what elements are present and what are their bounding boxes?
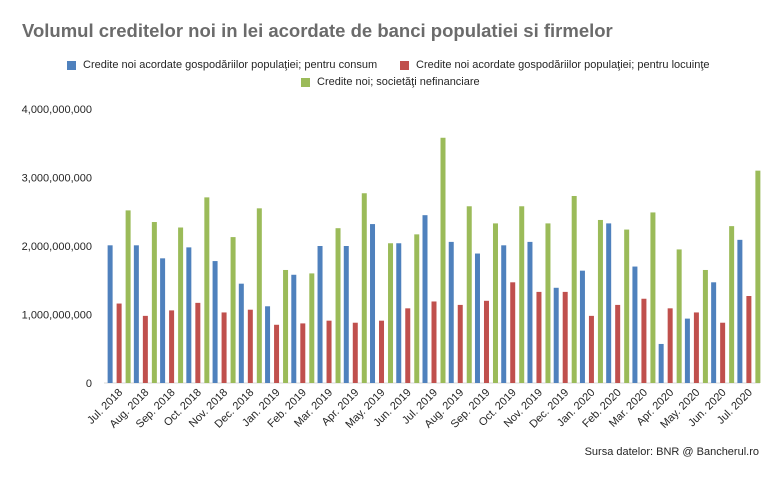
bar-consum (160, 258, 166, 383)
bar-locuinte (562, 291, 568, 383)
bar-consum (238, 283, 244, 383)
bar-locuinte (116, 303, 122, 383)
bar-locuinte (510, 282, 516, 383)
bar-firme (492, 223, 498, 383)
bar-consum (474, 253, 480, 383)
bar-locuinte (457, 304, 463, 383)
bar-consum (133, 245, 139, 383)
bar-locuinte (221, 312, 227, 383)
bar-firme (676, 249, 682, 383)
bar-locuinte (588, 315, 594, 383)
legend-label-consum: Credite noi acordate gospodăriilor popul… (83, 59, 378, 71)
bar-locuinte (483, 300, 489, 383)
legend-item-firme: Credite noi; societăţi nefinanciare (301, 76, 480, 88)
bar-firme (755, 170, 761, 383)
bar-consum (658, 343, 664, 383)
bar-locuinte (379, 320, 385, 383)
bar-firme (650, 212, 656, 383)
bar-consum (579, 270, 585, 383)
bar-firme (466, 206, 472, 383)
bar-locuinte (247, 309, 253, 383)
bar-locuinte (142, 315, 148, 383)
bar-locuinte (169, 310, 175, 383)
source-note: Sursa datelor: BNR @ Bancherul.ro (584, 446, 759, 458)
bar-firme (361, 193, 367, 383)
bar-firme (230, 237, 236, 383)
bar-locuinte (326, 320, 332, 383)
bar-firme (597, 219, 603, 383)
bar-firme (440, 137, 446, 383)
legend-swatch-blue (67, 60, 76, 70)
bar-consum (422, 215, 428, 383)
bar-locuinte (615, 304, 621, 383)
bar-consum (684, 318, 690, 383)
chart-title: Volumul creditelor noi in lei acordate d… (22, 20, 613, 41)
bar-locuinte (352, 322, 358, 383)
bar-firme (204, 197, 210, 383)
bar-firme (256, 208, 262, 383)
legend-item-locuinte: Credite noi acordate gospodăriilor popul… (400, 59, 710, 71)
bar-firme (729, 226, 735, 383)
bar-consum (107, 245, 113, 383)
bar-firme (309, 273, 315, 383)
legend-label-firme: Credite noi; societăţi nefinanciare (317, 76, 480, 88)
legend-swatch-red (400, 60, 409, 70)
bar-firme (335, 228, 341, 383)
bar-consum (711, 282, 717, 383)
bar-firme (125, 210, 131, 383)
y-tick-label: 0 (86, 378, 92, 390)
bar-firme (624, 229, 630, 383)
legend-swatch-green (301, 77, 310, 87)
bar-firme (519, 206, 525, 383)
y-tick-label: 4,000,000,000 (22, 104, 92, 116)
bar-firme (545, 223, 551, 383)
y-tick-label: 2,000,000,000 (22, 241, 92, 253)
bar-firme (178, 227, 184, 383)
y-tick-label: 3,000,000,000 (22, 173, 92, 185)
bar-consum (317, 246, 323, 383)
bar-firme (283, 269, 289, 383)
bar-firme (571, 195, 577, 383)
bar-locuinte (431, 301, 437, 383)
bar-consum (501, 245, 507, 383)
bar-firme (702, 269, 708, 383)
bar-locuinte (746, 296, 752, 383)
bar-consum (370, 224, 376, 383)
bar-consum (265, 306, 271, 383)
bar-consum (632, 266, 638, 383)
bar-consum (448, 241, 454, 383)
legend-label-locuinte: Credite noi acordate gospodăriilor popul… (416, 59, 710, 71)
bar-consum (212, 261, 218, 383)
bar-locuinte (667, 308, 673, 383)
bar-consum (553, 287, 559, 383)
bar-locuinte (720, 322, 726, 383)
bar-consum (606, 223, 612, 383)
bar-locuinte (693, 312, 699, 383)
bar-locuinte (641, 298, 647, 383)
bar-locuinte (274, 324, 280, 383)
bar-consum (396, 243, 402, 383)
bar-firme (151, 222, 157, 383)
bar-consum (291, 274, 297, 383)
bar-firme (414, 234, 420, 383)
bar-locuinte (405, 308, 411, 383)
bar-locuinte (536, 291, 542, 383)
bar-firme (388, 243, 394, 383)
bar-locuinte (195, 302, 201, 383)
bar-consum (527, 241, 533, 383)
bar-locuinte (300, 323, 306, 383)
bar-consum (186, 247, 192, 383)
bar-consum (343, 246, 349, 383)
bar-consum (737, 239, 743, 383)
y-tick-label: 1,000,000,000 (22, 310, 92, 322)
legend-item-consum: Credite noi acordate gospodăriilor popul… (67, 59, 377, 71)
